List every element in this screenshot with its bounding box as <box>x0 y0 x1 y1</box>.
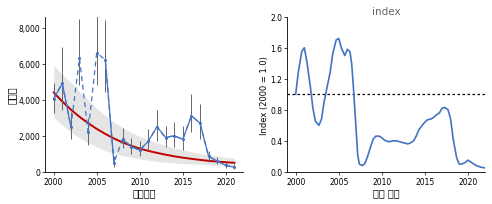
Title: index: index <box>372 7 400 17</box>
X-axis label: 조사 년도: 조사 년도 <box>373 187 400 197</box>
Y-axis label: Index (2000 = 1.0): Index (2000 = 1.0) <box>260 55 269 134</box>
Y-axis label: 개체수: 개체수 <box>7 86 17 104</box>
X-axis label: 조사년도: 조사년도 <box>132 187 156 197</box>
